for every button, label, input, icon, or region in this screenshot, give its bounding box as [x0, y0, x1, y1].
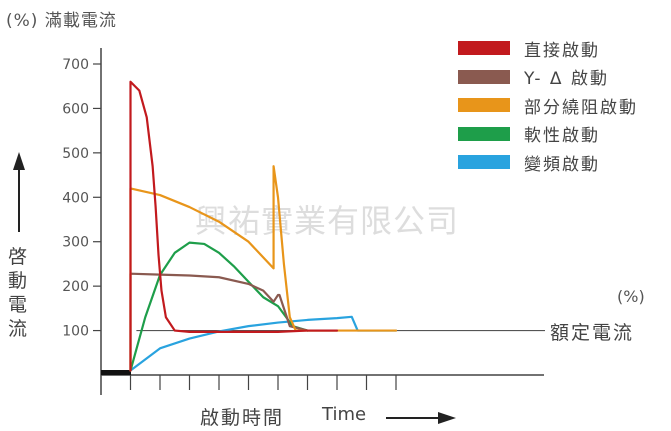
- legend-swatch: [458, 41, 510, 56]
- legend-swatch: [458, 126, 510, 141]
- y-axis-title: (%) 滿載電流: [6, 11, 117, 31]
- legend-label: 部分繞阻啟動: [524, 97, 638, 118]
- legend-item: 變頻啟動: [458, 148, 638, 177]
- legend-item: 直接啟動: [458, 34, 638, 63]
- x-arrow-head: [438, 412, 456, 424]
- reference-label: 額定電流: [550, 322, 635, 344]
- y-tick-label: 600: [62, 101, 89, 117]
- y-tick-label: 200: [62, 279, 89, 295]
- series-line: [129, 165, 398, 372]
- series-line: [129, 80, 339, 372]
- y-tick-label: 400: [62, 190, 89, 206]
- legend-label: 直接啟動: [524, 40, 600, 61]
- series-line: [129, 272, 339, 372]
- legend-item: 部分繞阻啟動: [458, 91, 638, 120]
- legend-label: 變頻啟動: [524, 154, 600, 175]
- start-marker: [101, 370, 131, 375]
- legend-label: 軟性啟動: [524, 126, 600, 147]
- x-axis-title-english: Time: [322, 404, 367, 425]
- y-tick-label: 100: [62, 324, 89, 340]
- legend-swatch: [458, 69, 510, 84]
- y-tick-label: 300: [62, 235, 89, 251]
- legend-item: Y- Δ 啟動: [458, 63, 638, 92]
- y-axis-vertical-label: 啓動電流: [8, 246, 28, 340]
- watermark-text: 興祐實業有限公司: [195, 202, 460, 240]
- legend: 直接啟動 Y- Δ 啟動部分繞阻啟動 軟性啟動變頻啟動: [458, 34, 638, 177]
- legend-swatch: [458, 98, 510, 113]
- y-tick-label: 500: [62, 146, 89, 162]
- legend-item: 軟性啟動: [458, 120, 638, 149]
- y-arrow-head: [13, 152, 25, 170]
- x-axis-title: 啟動時間: [200, 407, 285, 429]
- reference-unit: (%): [617, 287, 645, 306]
- legend-label: Y- Δ 啟動: [524, 69, 609, 90]
- legend-swatch: [458, 155, 510, 170]
- y-tick-label: 700: [62, 57, 89, 73]
